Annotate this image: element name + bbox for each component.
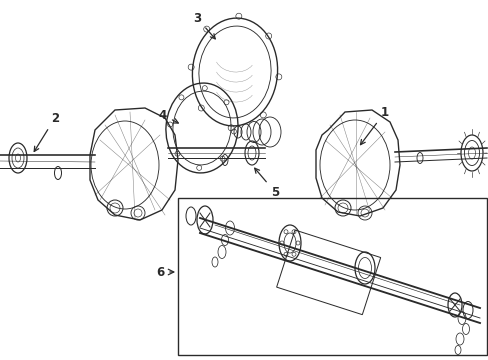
Bar: [178, 198, 486, 355]
Bar: [276, 230, 380, 315]
Text: 5: 5: [254, 168, 279, 198]
Text: 4: 4: [159, 108, 178, 123]
Text: 1: 1: [360, 105, 388, 145]
Text: 3: 3: [193, 12, 215, 39]
Text: 6: 6: [156, 266, 164, 279]
Text: 2: 2: [34, 112, 59, 152]
